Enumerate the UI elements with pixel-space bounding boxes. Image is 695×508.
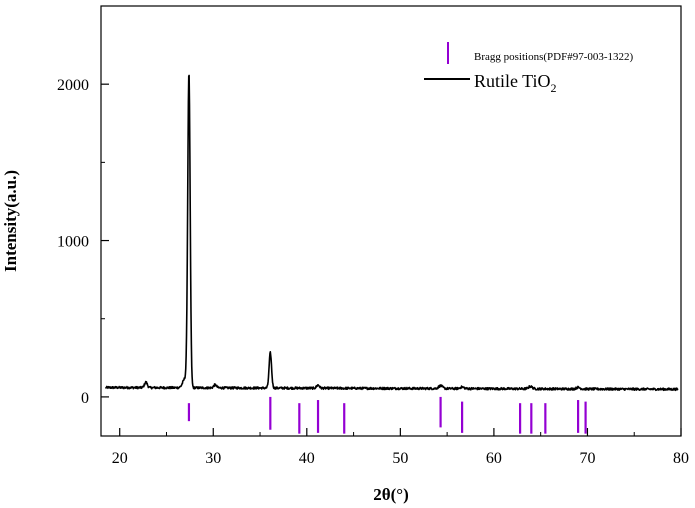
y-tick-label: 0 bbox=[81, 390, 89, 407]
legend-bragg-label: Bragg positions(PDF#97-003-1322) bbox=[474, 51, 634, 63]
x-tick-label: 50 bbox=[392, 450, 408, 467]
plot-area bbox=[104, 74, 679, 434]
y-axis-title: Intensity(a.u.) bbox=[1, 170, 20, 272]
plot-frame bbox=[100, 5, 682, 437]
x-tick-label: 40 bbox=[299, 450, 315, 467]
x-axis-title: 2θ(°) bbox=[373, 485, 409, 504]
series-line-rutile-tio2 bbox=[104, 74, 679, 392]
y-axis-ticks: 0 1000 2000 bbox=[57, 77, 109, 407]
x-tick-label: 80 bbox=[673, 450, 689, 467]
legend-line-label-subscript: 2 bbox=[551, 81, 557, 95]
x-tick-label: 60 bbox=[486, 450, 502, 467]
bragg-marks bbox=[187, 396, 587, 434]
x-tick-label: 30 bbox=[205, 450, 221, 467]
x-tick-label: 70 bbox=[579, 450, 595, 467]
y-tick-label: 2000 bbox=[57, 77, 89, 94]
legend-line-label-main: Rutile TiO bbox=[474, 71, 551, 91]
legend: Bragg positions(PDF#97-003-1322) Rutile … bbox=[424, 42, 634, 95]
x-axis-ticks: 20 30 40 50 60 70 80 bbox=[112, 428, 689, 467]
legend-line-label: Rutile TiO2 bbox=[474, 71, 557, 95]
x-tick-label: 20 bbox=[112, 450, 128, 467]
y-tick-label: 1000 bbox=[57, 234, 89, 251]
